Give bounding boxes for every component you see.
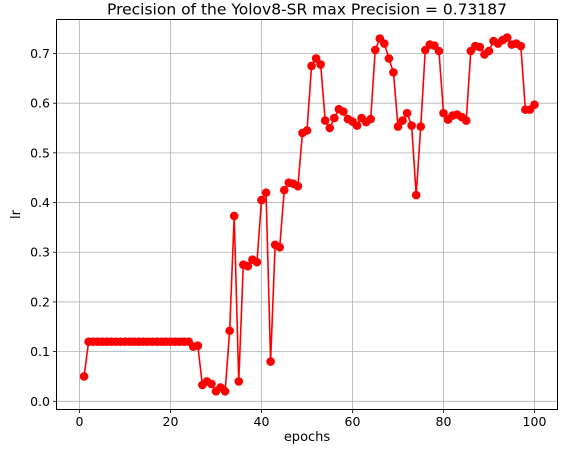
x-tick-label: 0 — [76, 414, 84, 429]
data-point — [307, 62, 316, 71]
y-tick-label: 0.0 — [30, 394, 50, 409]
data-point — [407, 121, 416, 130]
data-point — [225, 326, 234, 335]
data-point — [294, 182, 303, 191]
data-point — [275, 243, 284, 252]
data-point — [517, 42, 526, 51]
y-tick-label: 0.3 — [30, 245, 50, 260]
data-point — [316, 60, 325, 69]
data-point — [389, 68, 398, 77]
data-point — [530, 100, 539, 109]
y-tick-label: 0.5 — [30, 145, 50, 160]
data-point — [262, 188, 271, 197]
y-tick-label: 0.4 — [30, 195, 50, 210]
x-tick-label: 80 — [436, 414, 452, 429]
data-point — [385, 54, 394, 63]
data-point — [416, 122, 425, 131]
data-point — [380, 39, 389, 48]
data-point — [476, 43, 485, 52]
x-axis-label: epochs — [284, 430, 331, 445]
x-tick-label: 20 — [163, 414, 179, 429]
y-tick-label: 0.6 — [30, 96, 50, 111]
x-tick-label: 60 — [345, 414, 361, 429]
x-tick-label: 40 — [254, 414, 270, 429]
data-point — [207, 380, 216, 389]
data-point — [303, 126, 312, 135]
data-point — [321, 116, 330, 125]
data-point — [80, 372, 89, 381]
data-point — [194, 341, 203, 350]
y-tick-label: 0.1 — [30, 344, 50, 359]
data-point — [339, 107, 348, 116]
data-point — [280, 186, 289, 195]
data-point — [485, 47, 494, 56]
y-tick-label: 0.7 — [30, 46, 50, 61]
data-point — [353, 121, 362, 130]
data-point — [221, 387, 230, 396]
data-point — [230, 212, 239, 221]
chart-title: Precision of the Yolov8-SR max Precision… — [107, 1, 507, 19]
data-point — [253, 258, 262, 267]
data-point — [403, 109, 412, 118]
y-tick-label: 0.2 — [30, 294, 50, 309]
data-point — [462, 116, 471, 125]
data-point — [398, 116, 407, 125]
data-point — [266, 357, 275, 366]
data-point — [371, 46, 380, 55]
data-point — [412, 191, 421, 200]
data-point — [325, 124, 334, 133]
x-tick-label: 100 — [523, 414, 547, 429]
y-axis-label: lr — [9, 209, 24, 219]
data-point — [366, 115, 375, 124]
data-point — [234, 377, 243, 386]
data-point — [257, 196, 266, 205]
data-point — [435, 47, 444, 56]
data-point — [330, 114, 339, 123]
